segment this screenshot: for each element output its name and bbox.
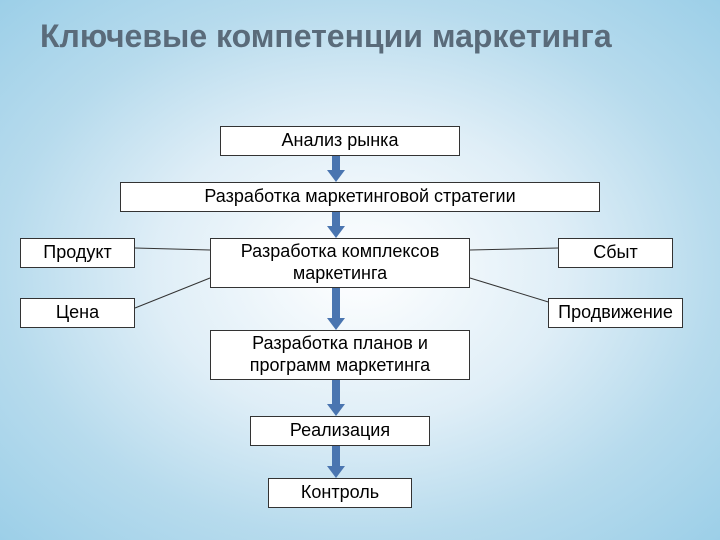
node-label: Разработка комплексов маркетинга xyxy=(217,241,463,284)
node-label: Продукт xyxy=(43,242,111,264)
node-label: Цена xyxy=(56,302,99,324)
arrow-stem xyxy=(332,288,340,318)
node-strategy: Разработка маркетинговой стратегии xyxy=(120,182,600,212)
node-label: Разработка планов и программ маркетинга xyxy=(217,333,463,376)
node-label: Анализ рынка xyxy=(282,130,399,152)
node-realization: Реализация xyxy=(250,416,430,446)
arrow-stem xyxy=(332,156,340,170)
arrow-head-icon xyxy=(327,170,345,182)
node-complex: Разработка комплексов маркетинга xyxy=(210,238,470,288)
node-label: Контроль xyxy=(301,482,379,504)
line-s2 xyxy=(135,278,210,308)
node-plans: Разработка планов и программ маркетинга xyxy=(210,330,470,380)
node-control: Контроль xyxy=(268,478,412,508)
arrow-stem xyxy=(332,446,340,466)
node-promotion: Продвижение xyxy=(548,298,683,328)
arrow-stem xyxy=(332,380,340,404)
line-s3 xyxy=(470,248,558,250)
node-analysis: Анализ рынка xyxy=(220,126,460,156)
arrow-head-icon xyxy=(327,466,345,478)
node-product: Продукт xyxy=(20,238,135,268)
arrow-stem xyxy=(332,212,340,226)
node-label: Реализация xyxy=(290,420,390,442)
node-label: Сбыт xyxy=(593,242,638,264)
arrow-head-icon xyxy=(327,226,345,238)
node-label: Продвижение xyxy=(558,302,673,324)
arrow-head-icon xyxy=(327,318,345,330)
page-title: Ключевые компетенции маркетинга xyxy=(40,18,612,55)
node-label: Разработка маркетинговой стратегии xyxy=(204,186,515,208)
line-s1 xyxy=(135,248,210,250)
node-sales: Сбыт xyxy=(558,238,673,268)
arrow-head-icon xyxy=(327,404,345,416)
node-price: Цена xyxy=(20,298,135,328)
